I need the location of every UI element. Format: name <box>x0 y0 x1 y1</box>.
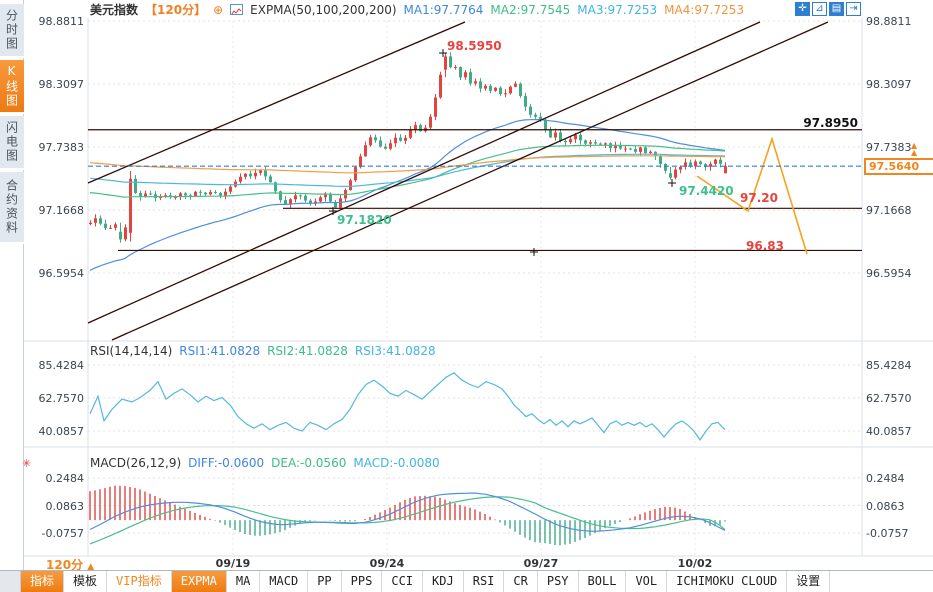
indicator-name: EXPMA(50,100,200,200) <box>250 2 397 17</box>
toolbar-item-pp[interactable]: PP <box>308 571 342 592</box>
current-price-box: 97.5640 <box>864 158 933 175</box>
symbol-name: 美元指数 <box>90 3 139 17</box>
macd-title-row: MACD(26,12,9) DIFF:-0.0600 DEA:-0.0560 M… <box>90 456 440 470</box>
macd-value: MACD:-0.0080 <box>353 456 440 470</box>
sidebar-tab-label: K线图 <box>4 64 19 108</box>
main-axis-label: 96.5954 <box>866 267 912 280</box>
sidebar-tab-contract-info[interactable]: 合约资料 <box>0 172 24 244</box>
macd-axis-label: 0.0863 <box>45 500 85 513</box>
macd-axis-label: 0.0863 <box>866 500 905 513</box>
main-axis-label: 96.5954 <box>38 267 85 280</box>
rsi2-value: RSI2:41.0828 <box>267 344 348 358</box>
toolbar-item-macd[interactable]: MACD <box>260 571 309 592</box>
price-up-arrows: ▲ ▲ <box>911 141 918 157</box>
diff-value: DIFF:-0.0600 <box>188 456 265 470</box>
rsi-axis-label: 62.7570 <box>38 392 85 405</box>
ma4-value: MA4:97.7253 <box>664 2 745 17</box>
macd-indicator-name: MACD(26,12,9) <box>90 456 182 470</box>
left-sidebar: 分时图 K线图 闪电图 合约资料 <box>0 0 24 570</box>
add-indicator-icon[interactable]: ⊕ <box>213 2 224 17</box>
annotation-resistance: 97.8950 <box>803 116 858 130</box>
macd-axis-label: -0.0757 <box>866 527 909 540</box>
main-chart-title: 美元指数 【120分】 ⊕ EXPMA(50,100,200,200) MA1:… <box>90 1 744 18</box>
rsi-axis-label: 62.7570 <box>866 392 912 405</box>
toolbar-item-ichimoku[interactable]: ICHIMOKU CLOUD <box>667 571 788 592</box>
toolbar-item-vol[interactable]: VOL <box>626 571 668 592</box>
macd-axis-label: -0.0757 <box>41 527 84 540</box>
main-axis-label: 97.1668 <box>38 204 85 217</box>
sidebar-tab-timeshare[interactable]: 分时图 <box>0 4 24 58</box>
period-up-triangle-icon: ▲ <box>87 562 95 572</box>
toolbar-item-cr[interactable]: CR <box>504 571 538 592</box>
x-axis-date: 10/02 <box>677 557 713 570</box>
toolbar-item-vip-indicators[interactable]: VIP指标 <box>107 571 172 592</box>
period-label: 【120分】 <box>145 3 207 17</box>
ma3-value: MA3:97.7253 <box>577 2 658 17</box>
macd-axis-label: 0.2484 <box>45 472 85 485</box>
pan-icon[interactable]: ✛ <box>795 2 810 16</box>
toolbar-item-templates[interactable]: 模板 <box>64 571 108 592</box>
main-axis-label: 98.8811 <box>38 15 85 28</box>
toolbar-item-kdj[interactable]: KDJ <box>423 571 464 592</box>
toolbar-item-boll[interactable]: BOLL <box>579 571 627 592</box>
rsi3-value: RSI3:41.0828 <box>354 344 436 358</box>
sidebar-tab-label: 合约资料 <box>4 179 19 235</box>
annotation-high: 98.5950 <box>447 39 502 53</box>
toolbar-item-indicators[interactable]: 指标 <box>21 571 65 592</box>
rsi-axis-label: 40.0857 <box>38 425 85 438</box>
annotation-target2: 96.83 <box>746 239 784 253</box>
dea-value: DEA:-0.0560 <box>271 456 347 470</box>
ma2-value: MA2:97.7545 <box>490 2 571 17</box>
toolbar-item-ma[interactable]: MA <box>227 571 261 592</box>
ma1-value: MA1:97.7764 <box>403 2 484 17</box>
x-axis-date: 09/24 <box>369 557 405 570</box>
exit-right-icon[interactable]: ⇥ <box>846 2 861 16</box>
main-axis-label: 98.3097 <box>38 78 85 91</box>
annotation-recent-low: 97.4420 <box>679 184 734 198</box>
chart-tools: ✛ ⊿ ▤ ⇥ <box>795 2 861 16</box>
chart-mode-icon[interactable]: ▤ <box>829 2 844 16</box>
rsi-indicator-name: RSI(14,14,14) <box>90 344 173 358</box>
sidebar-tab-lightning[interactable]: 闪电图 <box>0 116 24 170</box>
sidebar-tab-label: 分时图 <box>4 9 19 51</box>
sidebar-tab-label: 闪电图 <box>4 121 19 163</box>
annotation-mid-low: 97.1820 <box>337 213 392 227</box>
macd-axis-label: 0.2484 <box>866 472 905 485</box>
rsi1-value: RSI1:41.0828 <box>179 344 261 358</box>
x-axis-date: 09/19 <box>215 557 251 570</box>
main-axis-label: 97.7383 <box>866 141 912 154</box>
main-axis-label: 98.8811 <box>866 15 912 28</box>
toolbar-item-psy[interactable]: PSY <box>538 571 579 592</box>
toolbar-item-cci[interactable]: CCI <box>382 571 424 592</box>
chart-canvas[interactable] <box>0 0 933 570</box>
toolbar-item-settings[interactable]: 设置 <box>787 571 831 592</box>
main-axis-label: 98.3097 <box>866 78 912 91</box>
indicator-toolbar: 指标 模板 VIP指标 EXPMA MA MACD PP PPS CCI KDJ… <box>0 570 933 592</box>
rsi-title-row: RSI(14,14,14) RSI1:41.0828 RSI2:41.0828 … <box>90 344 436 358</box>
sidebar-tab-kline[interactable]: K线图 <box>0 60 24 114</box>
rsi-axis-label: 85.4284 <box>866 359 912 372</box>
main-axis-label: 97.7383 <box>38 141 85 154</box>
rsi-axis-label: 40.0857 <box>866 425 912 438</box>
x-axis-date: 09/27 <box>523 557 559 570</box>
indicator-settings-icon[interactable]: ✳ <box>22 457 32 470</box>
indicator-chart-icon <box>230 4 244 15</box>
axis-zoom-icon[interactable]: ⊿ <box>812 2 827 16</box>
period-selector[interactable]: 120分 ▲ <box>46 556 94 573</box>
toolbar-item-pps[interactable]: PPS <box>342 571 383 592</box>
rsi-axis-label: 85.4284 <box>38 359 85 372</box>
period-text: 120分 <box>46 558 84 572</box>
toolbar-item-rsi[interactable]: RSI <box>464 571 505 592</box>
toolbar-corner-square <box>0 571 21 592</box>
annotation-target1: 97.20 <box>740 191 778 205</box>
main-axis-label: 97.1668 <box>866 204 912 217</box>
toolbar-item-expma[interactable]: EXPMA <box>171 571 227 592</box>
